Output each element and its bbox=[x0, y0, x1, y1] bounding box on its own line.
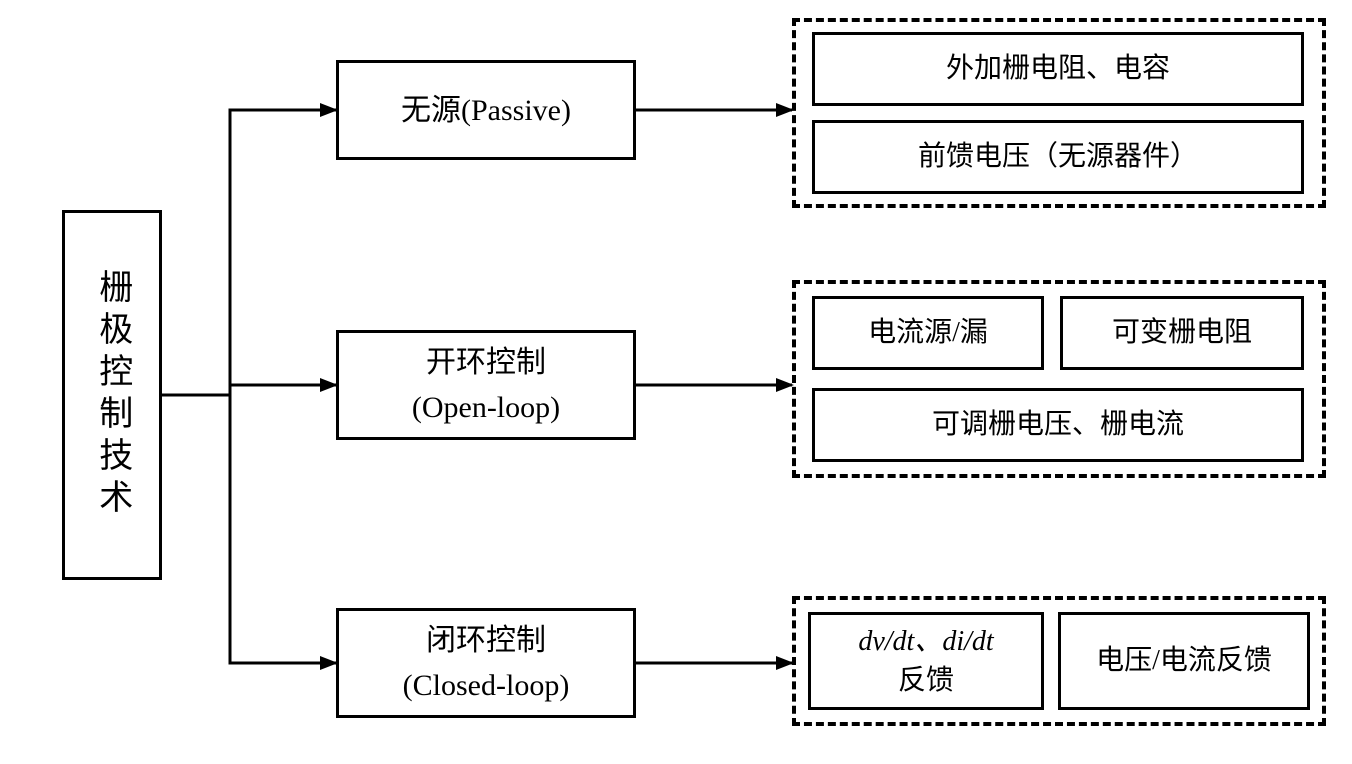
leaf-open-loop-1-label: 电流源/漏 bbox=[868, 313, 988, 352]
branch-open-loop-label-1: 开环控制 bbox=[412, 340, 560, 385]
root-node: 栅极控制技术 bbox=[62, 210, 162, 580]
branch-open-loop-label-2: (Open-loop) bbox=[412, 385, 560, 430]
root-label: 栅极控制技术 bbox=[88, 269, 136, 521]
leaf-closed-loop-1-suffix: 反馈 bbox=[898, 665, 954, 696]
leaf-passive-1-label: 外加栅电阻、电容 bbox=[946, 49, 1170, 88]
branch-open-loop: 开环控制 (Open-loop) bbox=[336, 330, 636, 440]
branch-closed-loop: 闭环控制 (Closed-loop) bbox=[336, 608, 636, 718]
leaf-open-loop-2: 可变栅电阻 bbox=[1060, 296, 1304, 370]
branch-passive: 无源(Passive) bbox=[336, 60, 636, 160]
leaf-closed-loop-1: dv/dt、di/dt 反馈 bbox=[808, 612, 1044, 710]
leaf-passive-2-label: 前馈电压（无源器件） bbox=[918, 137, 1198, 176]
leaf-closed-loop-2: 电压/电流反馈 bbox=[1058, 612, 1310, 710]
leaf-closed-loop-1-italic: dv/dt、di/dt bbox=[858, 626, 993, 657]
leaf-passive-1: 外加栅电阻、电容 bbox=[812, 32, 1304, 106]
leaf-open-loop-1: 电流源/漏 bbox=[812, 296, 1044, 370]
leaf-open-loop-3: 可调栅电压、栅电流 bbox=[812, 388, 1304, 462]
branch-closed-loop-label-2: (Closed-loop) bbox=[403, 663, 570, 708]
leaf-open-loop-3-label: 可调栅电压、栅电流 bbox=[932, 405, 1184, 444]
leaf-passive-2: 前馈电压（无源器件） bbox=[812, 120, 1304, 194]
leaf-closed-loop-2-label: 电压/电流反馈 bbox=[1096, 641, 1272, 680]
branch-closed-loop-label-1: 闭环控制 bbox=[403, 618, 570, 663]
branch-passive-label: 无源(Passive) bbox=[401, 88, 571, 133]
leaf-open-loop-2-label: 可变栅电阻 bbox=[1112, 313, 1252, 352]
